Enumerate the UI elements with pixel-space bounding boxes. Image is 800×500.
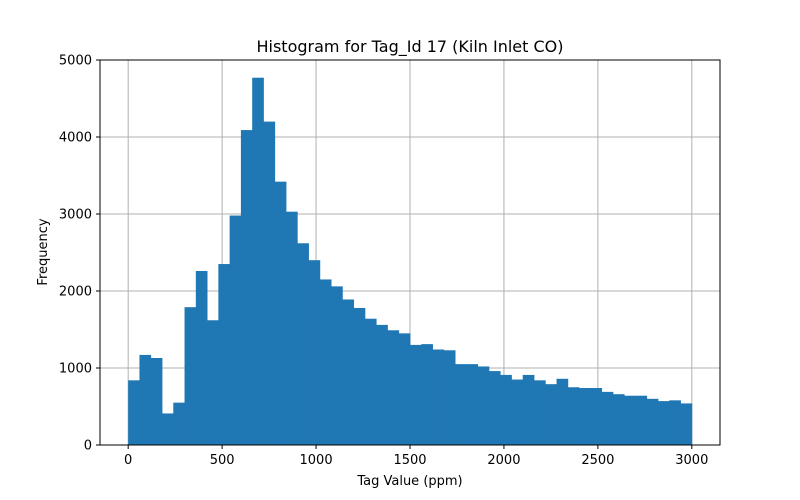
histogram-bar: [376, 324, 388, 445]
histogram-bar: [184, 307, 197, 445]
histogram-bar: [669, 400, 681, 445]
histogram-bar: [624, 395, 636, 445]
histogram-bar: [635, 395, 648, 445]
histogram-bar: [387, 330, 400, 445]
histogram-bar: [567, 387, 580, 445]
x-axis-label: Tag Value (ppm): [356, 474, 462, 489]
histogram-bar: [286, 211, 298, 445]
x-tick-label: 2500: [581, 453, 614, 468]
histogram-bar: [432, 349, 445, 445]
x-tick-label: 0: [124, 453, 132, 468]
chart-title: Histogram for Tag_Id 17 (Kiln Inlet CO): [256, 37, 563, 57]
histogram-bar: [410, 344, 422, 445]
histogram-bar: [229, 215, 242, 445]
histogram-bar: [421, 344, 433, 445]
x-tick-label: 3000: [675, 453, 708, 468]
histogram-bar: [342, 299, 355, 445]
y-tick-label: 3000: [59, 208, 92, 223]
histogram-bar: [263, 121, 276, 445]
histogram-bar: [601, 391, 614, 445]
histogram-bar: [398, 333, 411, 445]
histogram-bar: [308, 260, 321, 445]
histogram-bar: [590, 388, 603, 445]
histogram-bar: [545, 384, 557, 445]
y-tick-label: 0: [84, 439, 92, 454]
histogram-bar: [455, 364, 467, 445]
histogram-bar: [128, 380, 140, 445]
histogram-bar: [319, 279, 332, 445]
histogram-bar: [162, 413, 174, 445]
histogram-bar: [500, 374, 512, 445]
histogram-bar: [522, 374, 535, 445]
y-axis-label: Frequency: [36, 218, 51, 285]
histogram-bar: [579, 388, 591, 445]
histogram-bar: [443, 350, 456, 445]
histogram-bar: [252, 77, 264, 446]
y-tick-label: 4000: [59, 131, 92, 146]
histogram-bar: [274, 181, 287, 445]
histogram-bar: [488, 371, 501, 445]
histogram-bar: [477, 366, 490, 445]
histogram-bars: [128, 77, 693, 446]
histogram-bar: [297, 243, 309, 445]
x-tick-label: 500: [210, 453, 235, 468]
y-tick-label: 2000: [59, 285, 92, 300]
histogram-bar: [139, 354, 152, 445]
histogram-bar: [195, 270, 208, 445]
histogram-bar: [364, 318, 377, 445]
histogram-bar: [511, 379, 524, 445]
x-tick-label: 1500: [393, 453, 426, 468]
y-tick-label: 1000: [59, 362, 92, 377]
histogram-bar: [612, 394, 625, 445]
histogram-bar: [658, 401, 670, 445]
histogram-bar: [556, 378, 569, 445]
histogram-bar: [680, 403, 693, 445]
x-tick-label: 1000: [300, 453, 333, 468]
y-tick-label: 5000: [59, 54, 92, 69]
histogram-bar: [331, 286, 343, 445]
histogram-bar: [353, 307, 366, 445]
histogram-bar: [150, 357, 163, 445]
histogram-bar: [240, 130, 253, 445]
histogram-bar: [207, 320, 219, 445]
x-tick-label: 2000: [487, 453, 520, 468]
histogram-bar: [534, 380, 546, 445]
histogram-bar: [466, 364, 479, 445]
histogram-bar: [646, 398, 659, 445]
histogram-bar: [218, 264, 231, 445]
histogram-bar: [173, 402, 185, 445]
axis-ticks: 0 500 1000 1500 2000 2500 3000 0 1000 2000 3000 400…: [59, 54, 708, 469]
